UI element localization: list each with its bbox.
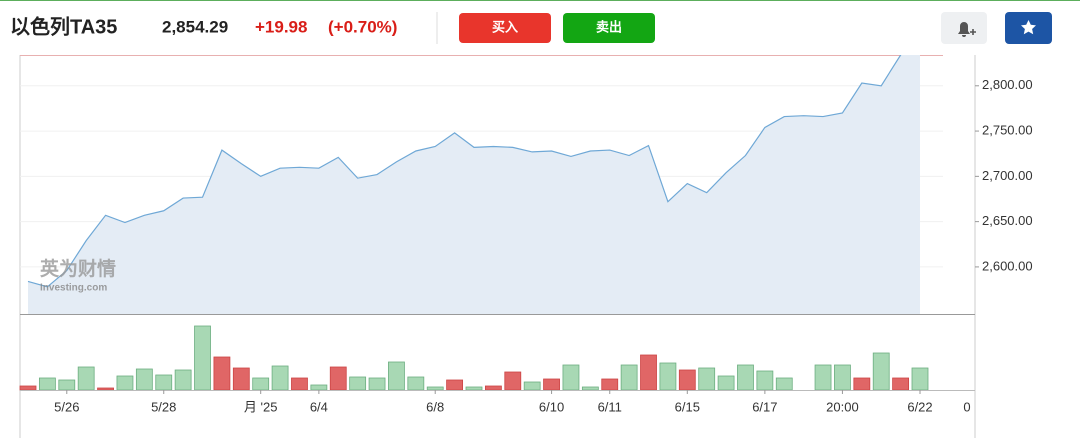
volume-bar (465, 386, 483, 391)
x-tick-label: 5/28 (151, 399, 176, 414)
y-tick-label: 2,700.00 (982, 168, 1033, 183)
watchlist-button[interactable] (1005, 12, 1052, 44)
volume-bar (116, 375, 134, 391)
x-tick-label: 6/10 (539, 399, 564, 414)
change-pct: (+0.70%) (328, 17, 397, 36)
volume-bar (446, 379, 464, 391)
volume-bar (756, 370, 774, 391)
volume-bar (368, 377, 386, 391)
bell-icon (958, 22, 970, 37)
volume-bar (271, 365, 289, 391)
plot (27, 55, 920, 314)
volume-bar (562, 364, 580, 391)
watermark-text: 英为财情 (40, 257, 116, 280)
volume-bar (640, 354, 657, 391)
volume-bar (601, 378, 619, 391)
x-tick-label: 6/4 (310, 399, 328, 414)
volume-bar (775, 377, 793, 391)
volume-bar (678, 369, 696, 391)
y-tick-label: 2,800.00 (982, 77, 1033, 92)
volume-bar (911, 367, 929, 391)
volume-bar (310, 384, 328, 391)
sell-button[interactable]: 卖出 (563, 13, 655, 43)
title: 以色列TA35 (10, 14, 117, 38)
volume-bar (872, 352, 890, 391)
watermark: 英为财情 Investing.com (40, 257, 116, 294)
volume-bar (737, 364, 754, 391)
volume-bar (892, 377, 910, 391)
price: 2,854.29 (162, 17, 228, 36)
x-tick-label: 月 '25 (244, 399, 278, 414)
volume-bar (252, 377, 270, 391)
x-tick-label: 6/15 (675, 399, 700, 414)
sell-bg (563, 13, 655, 43)
volume-bar (58, 379, 76, 391)
volume-bar (543, 378, 560, 391)
x-tick-label: 6/8 (426, 399, 444, 414)
volume-bar (504, 371, 522, 391)
buy-button[interactable]: 买入 (459, 13, 551, 43)
buy-bg (459, 13, 551, 43)
x-tick-label: 20:00 (826, 399, 859, 414)
x-tick-label: 6/11 (598, 399, 622, 414)
volume-bar (698, 367, 716, 391)
volume-tick-label: 0 (963, 399, 970, 414)
volume-bar (834, 364, 851, 391)
x-tick-label: 6/22 (907, 399, 932, 414)
volume-bar (853, 377, 871, 391)
volume-bar (291, 377, 308, 391)
y-tick-label: 2,600.00 (982, 258, 1033, 273)
volume-bar (194, 325, 211, 391)
volume-bar (484, 385, 502, 391)
area (28, 55, 920, 314)
volume-bar (349, 376, 367, 391)
volume-bar (155, 374, 173, 391)
y-tick-label: 2,650.00 (982, 213, 1033, 228)
watermark-sub: Investing.com (40, 283, 107, 294)
change: +19.98 (255, 17, 307, 36)
volume-bar (814, 364, 832, 391)
volume-bar (232, 367, 250, 391)
volume-bar (213, 356, 231, 391)
buy-label: 买入 (492, 19, 518, 34)
volume-bar (38, 377, 56, 391)
volume-bar (581, 386, 599, 391)
volume-bar (77, 366, 95, 391)
alert-button[interactable] (941, 12, 987, 44)
plus-icon (970, 29, 976, 35)
volume-bar (174, 369, 192, 391)
volume-bar (523, 381, 541, 391)
volume-bar (97, 387, 114, 391)
x-tick-label: 6/17 (752, 399, 777, 414)
sell-label: 卖出 (596, 19, 622, 34)
volume-bar (135, 368, 153, 391)
x-tick-label: 5/26 (54, 399, 79, 414)
volume-bar (717, 375, 735, 391)
line (27, 55, 902, 288)
volume-bar (426, 386, 444, 391)
volume-bar (329, 366, 347, 391)
volume-bar (659, 362, 677, 391)
y-tick-label: 2,750.00 (982, 123, 1033, 138)
volume-bar (19, 385, 37, 391)
volume-bar (407, 376, 425, 391)
volume-bar (388, 361, 405, 391)
star-icon (1021, 20, 1036, 35)
volume-bar (620, 364, 638, 391)
